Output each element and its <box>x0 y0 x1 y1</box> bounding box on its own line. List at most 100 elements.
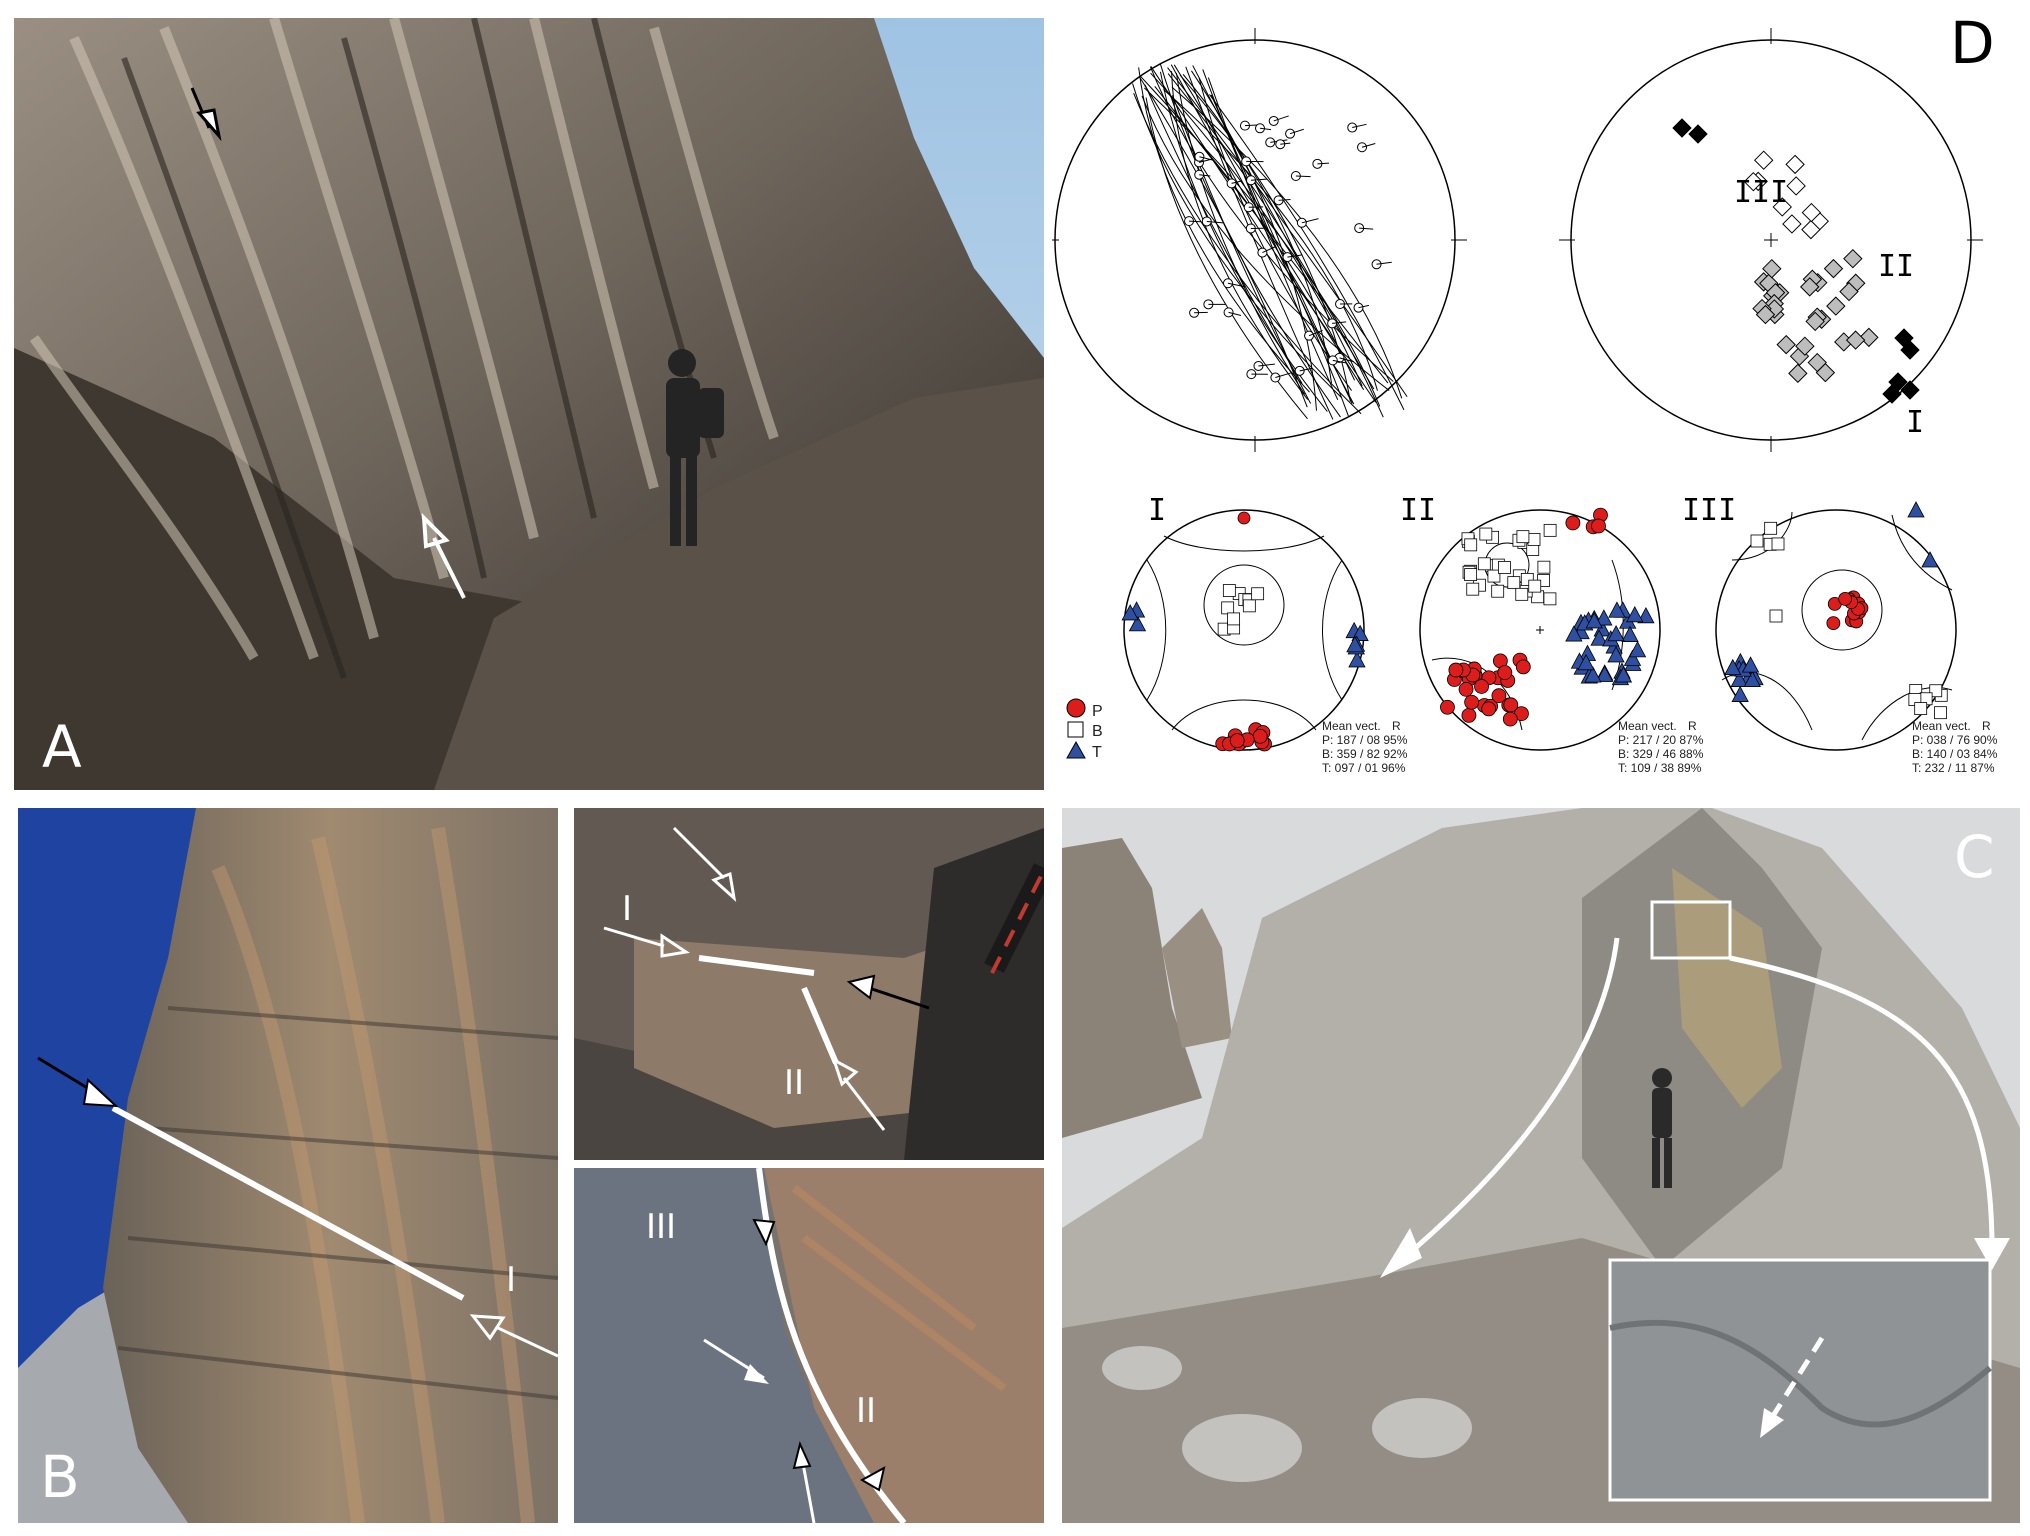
slip-lineation-point <box>1294 365 1305 376</box>
t-axis-point <box>1585 612 1603 629</box>
mean-vector-table-iii: Mean vect. R P: 038 / 76 90% B: 140 / 03… <box>1912 719 1998 775</box>
slip-lineation-point <box>1265 137 1276 148</box>
axis-diamond <box>1900 340 1920 360</box>
b-axis-point <box>1242 599 1256 613</box>
p-axis-point <box>1481 701 1497 717</box>
p-axis-point <box>1591 518 1606 534</box>
paleostress-axes-stereonet <box>1559 28 1983 452</box>
p-axis-point <box>1440 699 1455 715</box>
panel-label-a: A <box>42 713 82 781</box>
t-axis-point <box>1595 609 1613 626</box>
p-axis-point <box>1448 662 1464 678</box>
t-axis-point <box>1346 635 1364 653</box>
t-axis-point <box>1121 604 1139 621</box>
stereonet-group-i <box>1123 509 1365 751</box>
mean-vector-table-i: Mean vect. R P: 187 / 08 95% B: 359 / 82… <box>1322 719 1408 775</box>
axis-diamond <box>1801 219 1821 240</box>
slip-arrow <box>1289 128 1304 135</box>
b-axis-point <box>1491 584 1505 598</box>
b-axis-point <box>1221 601 1235 615</box>
cluster-label-ii: II <box>1878 249 1914 284</box>
slip-lineation-point <box>1268 115 1279 126</box>
slip-arrow <box>1308 329 1323 337</box>
slip-lineation-point <box>1282 252 1293 263</box>
fault-plane-great-circle <box>1175 72 1306 395</box>
b-axis-point <box>1929 684 1943 698</box>
fault-plane-great-circle <box>1182 74 1332 384</box>
p-axis-point <box>1237 511 1251 525</box>
b-axis-point <box>1764 521 1778 535</box>
stereonet-group-iii <box>1715 509 1957 751</box>
axis-diamond <box>1845 330 1866 350</box>
svg-text:B: 359 / 82 92%: B: 359 / 82 92% <box>1322 747 1408 761</box>
fault-plane-great-circle <box>1159 71 1328 412</box>
axis-diamond <box>1859 327 1879 348</box>
slip-arrow <box>1352 123 1367 129</box>
t-axis-point <box>1607 624 1625 642</box>
t-axis-point <box>1584 666 1602 683</box>
axis-diamond <box>1672 118 1692 138</box>
slip-arrow <box>1199 174 1211 177</box>
b-axis-point <box>1477 557 1491 571</box>
axis-diamond <box>1795 336 1815 356</box>
b-axis-point <box>1479 527 1493 541</box>
p-axis-point <box>1252 728 1268 744</box>
b-axis-point <box>1543 592 1557 606</box>
slip-arrow <box>1295 175 1311 178</box>
slip-lineation-point <box>1357 142 1368 153</box>
fault-plane-stereonet <box>1052 28 1467 452</box>
b-axis-point <box>1227 612 1241 626</box>
slip-lineation-point <box>1304 330 1315 341</box>
t-axis-point <box>1628 641 1647 658</box>
axis-diamond <box>1826 296 1846 316</box>
svg-text:R: R <box>1688 719 1697 733</box>
b-axis-point <box>1466 582 1480 596</box>
b-axis-point <box>1507 576 1521 590</box>
slip-arrow <box>1250 178 1267 181</box>
stereonet-group-ii <box>1419 509 1661 751</box>
t-axis-point <box>1128 615 1147 632</box>
svg-text:B: 140 / 03 84%: B: 140 / 03 84% <box>1912 747 1998 761</box>
b-axis-point <box>1750 534 1764 548</box>
p-axis-point <box>1458 681 1474 697</box>
photo-panel-b: B I <box>18 808 558 1523</box>
legend-p-marker <box>1066 698 1086 718</box>
b-axis-point <box>1914 702 1928 715</box>
t-axis-point <box>1590 629 1608 646</box>
slip-arrow <box>1227 282 1246 288</box>
t-axis-point <box>1907 501 1925 518</box>
fault-plane-great-circle <box>1171 86 1403 399</box>
b-axis-point <box>1515 587 1529 601</box>
t-axis-point <box>1731 685 1749 702</box>
svg-text:B: 329 / 46 88%: B: 329 / 46 88% <box>1618 747 1704 761</box>
slip-arrow <box>1317 162 1330 165</box>
b-axis-point <box>1934 706 1947 720</box>
slip-arrow <box>1258 363 1275 367</box>
axis-diamond <box>1788 363 1808 384</box>
svg-text:T: 097 / 01 96%: T: 097 / 01 96% <box>1322 761 1406 775</box>
axis-diamond <box>1786 176 1806 196</box>
svg-text:T: 109 / 38 89%: T: 109 / 38 89% <box>1618 761 1702 775</box>
t-axis-point <box>1741 656 1760 673</box>
fault-plane-great-circle <box>1209 94 1405 411</box>
svg-text:P: 187 / 08 95%: P: 187 / 08 95% <box>1322 733 1408 747</box>
svg-text:P: 038 / 76 90%: P: 038 / 76 90% <box>1912 733 1998 747</box>
t-axis-point <box>1626 605 1644 623</box>
legend-t-label: T <box>1092 744 1102 761</box>
axis-diamond <box>1843 248 1863 269</box>
axis-diamond <box>1807 352 1827 373</box>
b-axis-point <box>1251 587 1265 601</box>
b-axis-point <box>1498 561 1511 574</box>
axis-diamond <box>1805 311 1825 332</box>
p-axis-point <box>1497 665 1513 680</box>
slip-lineation-point <box>1194 169 1205 180</box>
axis-diamond <box>1782 214 1802 234</box>
axis-diamond <box>1743 171 1764 192</box>
axis-diamond <box>1839 281 1859 302</box>
p-axis-point <box>1838 591 1853 606</box>
b-axis-point <box>1531 590 1545 604</box>
fault-plane-great-circle <box>1144 87 1381 407</box>
axis-diamond <box>1785 154 1805 175</box>
axis-diamond <box>1688 124 1708 144</box>
axis-diamond <box>1762 258 1782 279</box>
